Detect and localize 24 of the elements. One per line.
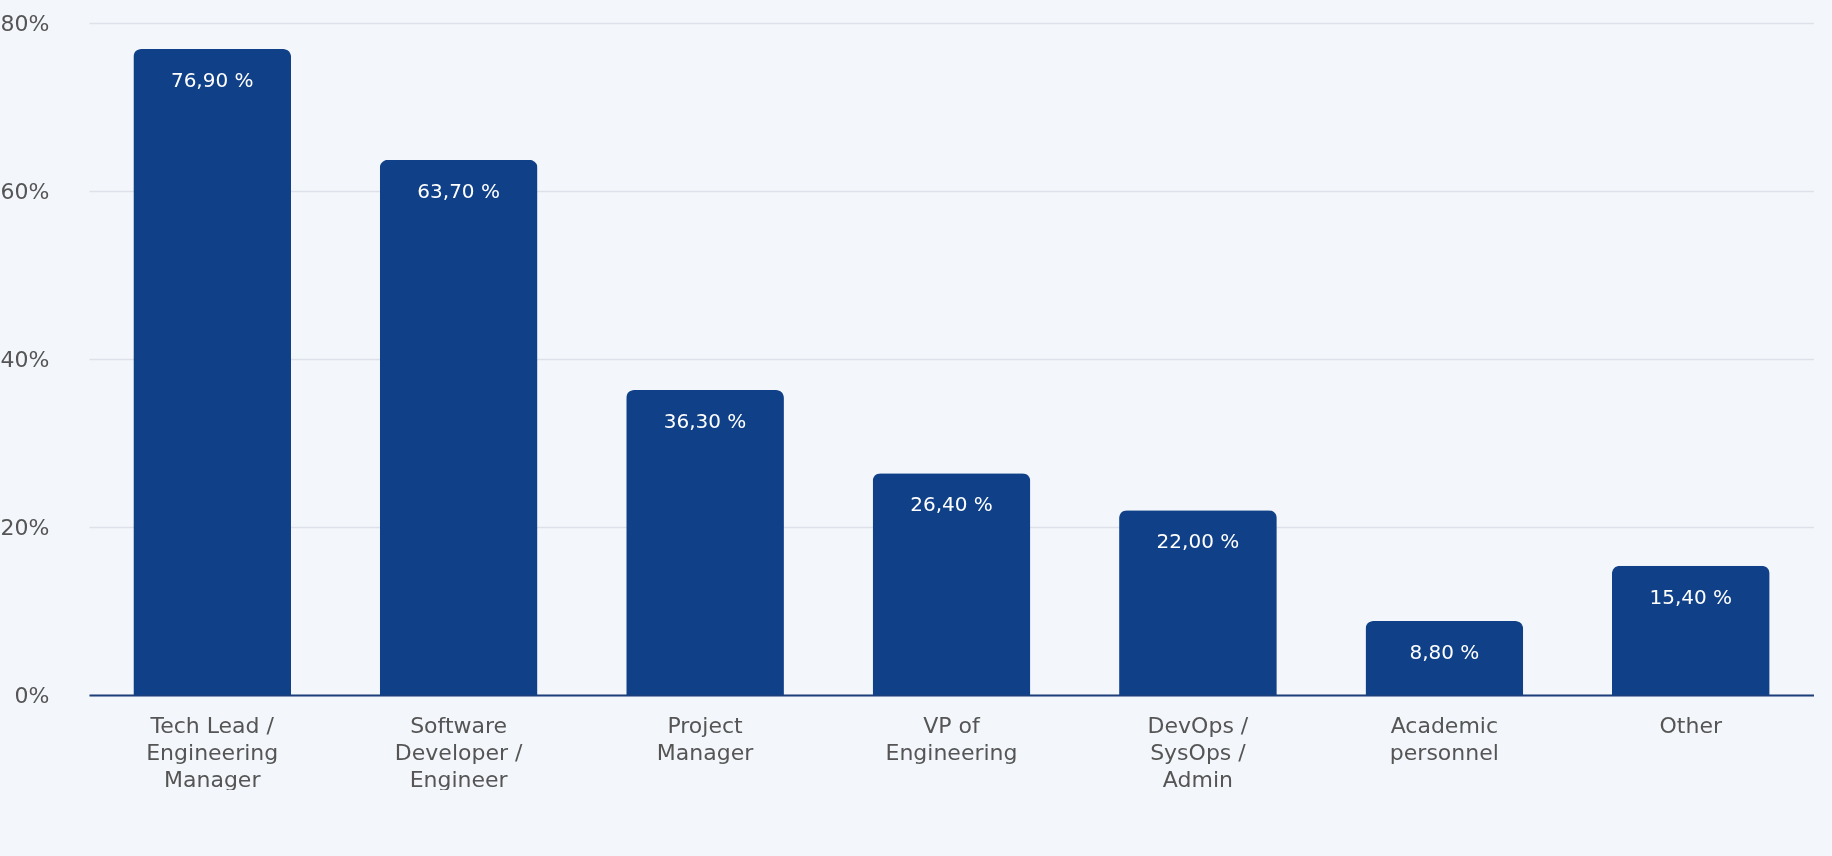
- bar: [1611, 565, 1770, 695]
- bar: [133, 49, 292, 695]
- bar: [379, 159, 538, 695]
- data-label: 8,80 %: [1409, 640, 1480, 665]
- bar: [1365, 621, 1524, 695]
- bar: [626, 390, 784, 695]
- x-tick-label: Academic personnel: [1389, 712, 1499, 765]
- data-label: 22,00 %: [1156, 529, 1240, 554]
- data-label: 63,70 %: [417, 178, 500, 203]
- data-label: 36,30 %: [663, 409, 747, 434]
- y-tick-label: 20%: [0, 514, 50, 540]
- x-tick-label: VP of Engineering: [885, 712, 1018, 765]
- data-label: 76,90 %: [170, 68, 254, 93]
- x-tick-label: Other: [1659, 712, 1723, 738]
- bar: [1119, 510, 1277, 695]
- y-tick-label: 80%: [0, 10, 50, 36]
- y-tick-label: 60%: [0, 178, 50, 204]
- data-label: 15,40 %: [1649, 584, 1733, 609]
- x-tick-label: DevOps / SysOps / Admin: [1147, 712, 1249, 792]
- x-tick-label: Project Manager: [656, 712, 755, 765]
- bar: [872, 473, 1031, 695]
- data-label: 26,40 %: [910, 492, 993, 517]
- y-tick-label: 40%: [0, 346, 50, 372]
- y-tick-label: 0%: [14, 682, 50, 708]
